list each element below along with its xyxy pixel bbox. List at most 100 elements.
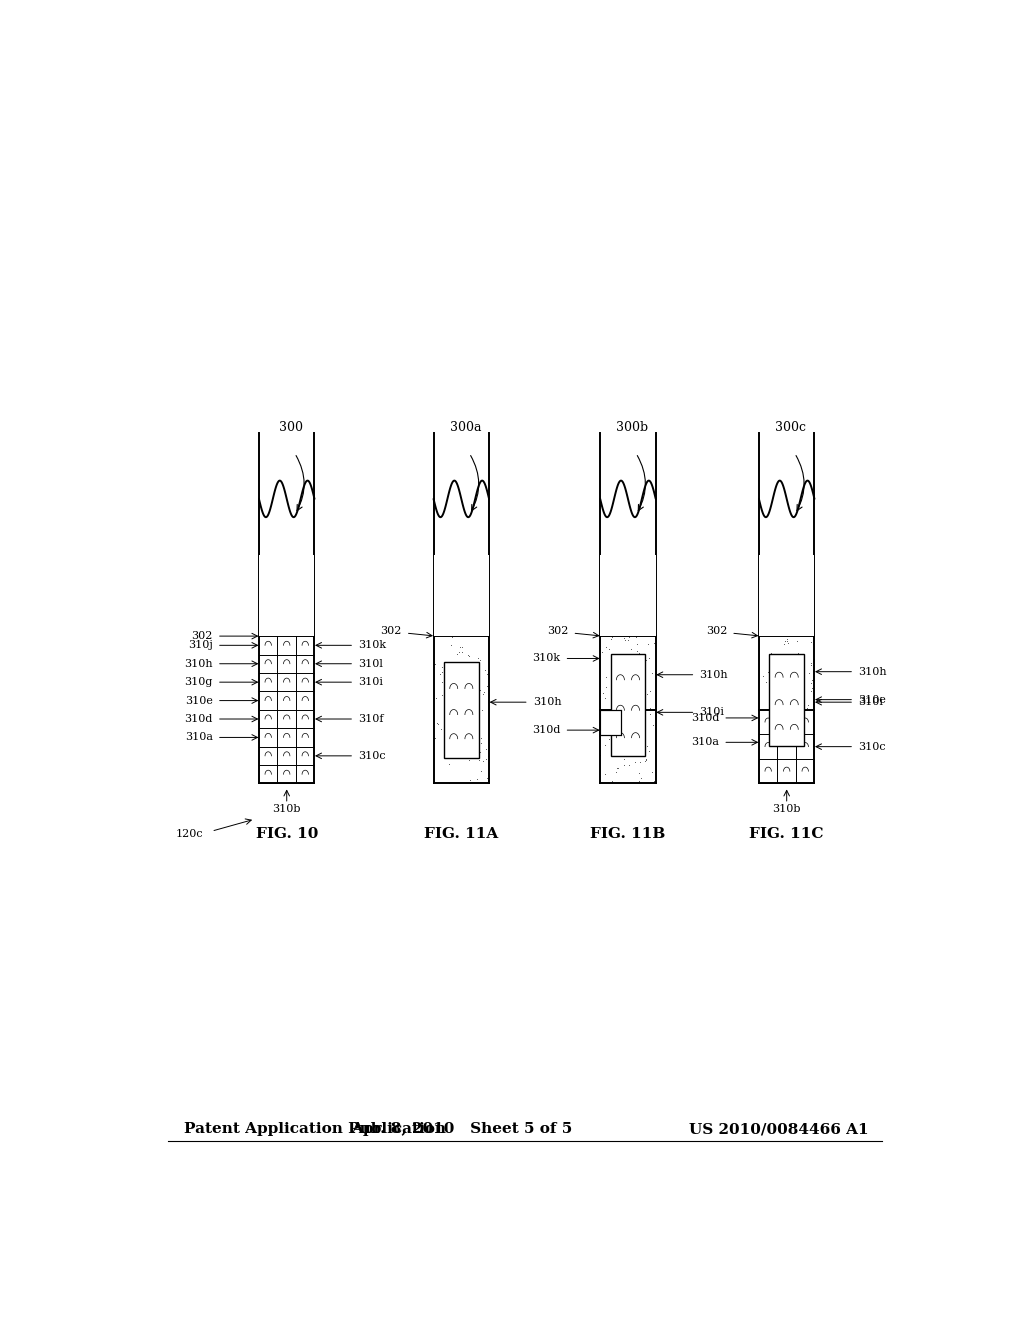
Point (770, 664, 786, 685)
Text: 310h: 310h (532, 697, 561, 708)
Point (426, 657, 442, 678)
Text: 310f: 310f (358, 714, 384, 723)
Point (455, 723, 471, 744)
Point (480, 744, 497, 766)
Point (615, 748, 632, 770)
Point (598, 676, 614, 697)
Point (471, 750, 487, 771)
Point (781, 657, 798, 678)
Point (460, 644, 476, 665)
Point (763, 663, 779, 684)
Point (608, 659, 625, 680)
Point (629, 634, 645, 655)
Point (632, 751, 648, 772)
Point (803, 653, 819, 675)
Text: 310e: 310e (858, 694, 886, 705)
Point (451, 642, 467, 663)
Point (437, 739, 454, 760)
Point (460, 738, 476, 759)
Bar (433, 554, 489, 636)
Point (642, 698, 658, 719)
Point (641, 647, 657, 668)
Point (790, 643, 806, 664)
Point (800, 694, 816, 715)
Point (633, 697, 649, 718)
Point (626, 659, 642, 680)
Point (454, 636, 470, 657)
Point (433, 657, 450, 678)
Point (756, 665, 772, 686)
Point (479, 676, 496, 697)
Point (776, 634, 793, 655)
Point (454, 656, 470, 677)
Point (639, 735, 655, 756)
Point (761, 651, 777, 672)
Text: 302: 302 (706, 626, 727, 636)
Point (608, 758, 625, 779)
Point (436, 733, 453, 754)
Point (479, 664, 496, 685)
Text: 310a: 310a (691, 738, 719, 747)
Point (469, 664, 485, 685)
Point (788, 671, 805, 692)
Point (799, 697, 815, 718)
Point (639, 684, 655, 705)
Point (440, 772, 457, 793)
Point (763, 677, 779, 698)
Text: 310e: 310e (185, 696, 213, 706)
Text: 310j: 310j (188, 640, 213, 651)
Point (641, 681, 657, 702)
Point (777, 630, 794, 651)
Point (638, 750, 654, 771)
Point (620, 630, 636, 651)
Point (594, 642, 610, 663)
Text: 310d: 310d (184, 714, 213, 723)
Point (478, 739, 495, 760)
Point (628, 711, 644, 733)
Point (631, 763, 647, 784)
Point (472, 742, 488, 763)
Point (478, 748, 495, 770)
Point (758, 672, 774, 693)
Point (621, 694, 637, 715)
Point (465, 700, 481, 721)
Text: 310h: 310h (184, 659, 213, 669)
Text: FIG. 10: FIG. 10 (256, 828, 317, 841)
Point (434, 685, 451, 706)
Point (432, 664, 449, 685)
Point (646, 632, 663, 653)
Point (615, 627, 632, 648)
Text: US 2010/0084466 A1: US 2010/0084466 A1 (689, 1122, 868, 1137)
Point (634, 738, 650, 759)
Point (615, 755, 632, 776)
Point (774, 692, 791, 713)
Text: Patent Application Publication: Patent Application Publication (183, 1122, 445, 1137)
Point (604, 626, 621, 647)
Point (784, 686, 801, 708)
Point (645, 714, 662, 735)
Text: 310h: 310h (699, 669, 728, 680)
Point (440, 697, 457, 718)
Point (803, 680, 819, 701)
Point (462, 770, 478, 791)
Point (461, 750, 477, 771)
Point (470, 648, 486, 669)
Text: 310i: 310i (699, 708, 724, 717)
Text: 310l: 310l (358, 659, 383, 669)
Point (638, 748, 654, 770)
Point (763, 642, 779, 663)
Point (449, 747, 465, 768)
Point (474, 682, 490, 704)
Point (638, 649, 654, 671)
Point (611, 663, 628, 684)
Point (463, 710, 479, 731)
Point (646, 771, 663, 792)
Point (461, 704, 477, 725)
Point (625, 726, 641, 747)
Point (470, 742, 486, 763)
Point (803, 672, 819, 693)
Text: 310b: 310b (272, 804, 301, 814)
Text: FIG. 11B: FIG. 11B (590, 828, 666, 841)
Point (626, 653, 642, 675)
Point (637, 751, 653, 772)
